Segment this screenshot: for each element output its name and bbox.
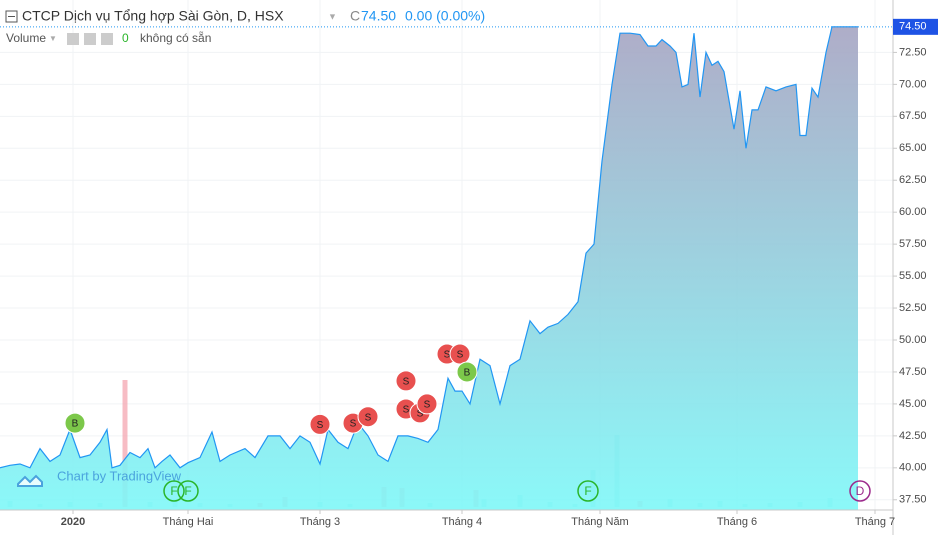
change-value: 0.00 (0.00%) (405, 8, 485, 24)
y-tick-label: 37.50 (899, 494, 927, 506)
watermark: Chart by TradingView (17, 468, 182, 487)
bottom-event-marker (849, 480, 871, 502)
event-label: S (417, 408, 424, 419)
y-tick-label: 57.50 (899, 238, 927, 250)
event-label: S (444, 350, 451, 361)
y-tick-label: 67.50 (899, 110, 927, 122)
x-tick-label: Tháng Hai (163, 516, 214, 528)
event-label: S (350, 419, 357, 430)
bottom-event-label: F (170, 484, 177, 498)
eye-icon[interactable] (67, 33, 79, 45)
y-tick-label: 50.00 (899, 334, 927, 346)
last-price-box (893, 18, 938, 35)
x-tick-label: Tháng Năm (571, 516, 628, 528)
event-marker (357, 406, 379, 428)
watermark-text: Chart by TradingView (57, 468, 182, 483)
close-prefix: C (350, 8, 360, 24)
y-tick-label: 55.00 (899, 270, 927, 282)
x-tick-label: Tháng 4 (442, 516, 482, 528)
event-marker (416, 393, 438, 415)
event-label: S (403, 405, 410, 416)
event-marker (309, 413, 331, 435)
area-fill (0, 26, 858, 511)
y-tick-label: 60.00 (899, 206, 927, 218)
y-tick-label: 47.50 (899, 366, 927, 378)
bottom-event-label: F (184, 484, 191, 498)
area-layer (0, 26, 858, 511)
volume-value: 0 (122, 31, 129, 45)
bottom-event-marker (177, 480, 199, 502)
y-tick-label: 70.00 (899, 78, 927, 90)
event-marker (64, 412, 86, 434)
bottom-event-label: F (584, 484, 591, 498)
y-tick-label: 45.00 (899, 398, 927, 410)
event-label: S (457, 350, 464, 361)
y-tick-label: 42.50 (899, 430, 927, 442)
dropdown-arrow[interactable]: ▼ (49, 34, 57, 43)
event-marker (449, 343, 471, 365)
x-tick-label: Tháng 7 (855, 516, 895, 528)
price-line (0, 26, 858, 469)
event-label: S (403, 377, 410, 388)
last-price-label: 74.50 (899, 21, 927, 33)
x-tick-label: Tháng 3 (300, 516, 340, 528)
event-marker (395, 370, 417, 392)
bottom-event-marker (577, 480, 599, 502)
y-tick-label: 62.50 (899, 174, 927, 186)
event-label: S (317, 420, 324, 431)
volume-note: không có sẵn (140, 30, 211, 45)
y-tick-label: 65.00 (899, 142, 927, 154)
settings-icon[interactable] (84, 33, 96, 45)
close-icon[interactable] (101, 33, 113, 45)
axes: 37.50 40.00 42.50 45.00 47.50 50.00 52.50 55.00… (0, 18, 938, 528)
y-tick-label: 72.50 (899, 46, 927, 58)
x-tick-label: 2020 (61, 516, 85, 528)
dropdown-arrow[interactable]: ▼ (328, 11, 337, 21)
event-label: S (365, 412, 372, 423)
volume-label: Volume (6, 31, 46, 45)
collapse-icon[interactable] (5, 10, 18, 23)
y-tick-label: 52.50 (899, 302, 927, 314)
bottom-event-label: D (856, 484, 865, 498)
event-label: B (464, 368, 471, 379)
bottom-event-marker (163, 480, 185, 502)
close-value: 74.50 (361, 8, 396, 24)
watermark-logo (17, 474, 43, 487)
event-label: B (72, 419, 79, 430)
symbol-title: CTCP Dịch vụ Tổng hợp Sài Gòn, D, HSX (22, 8, 284, 24)
y-tick-label: 40.00 (899, 462, 927, 474)
event-marker (456, 361, 478, 383)
x-tick-label: Tháng 6 (717, 516, 757, 528)
grid (0, 0, 893, 510)
volume-bar (122, 380, 128, 507)
event-label: S (424, 400, 431, 411)
